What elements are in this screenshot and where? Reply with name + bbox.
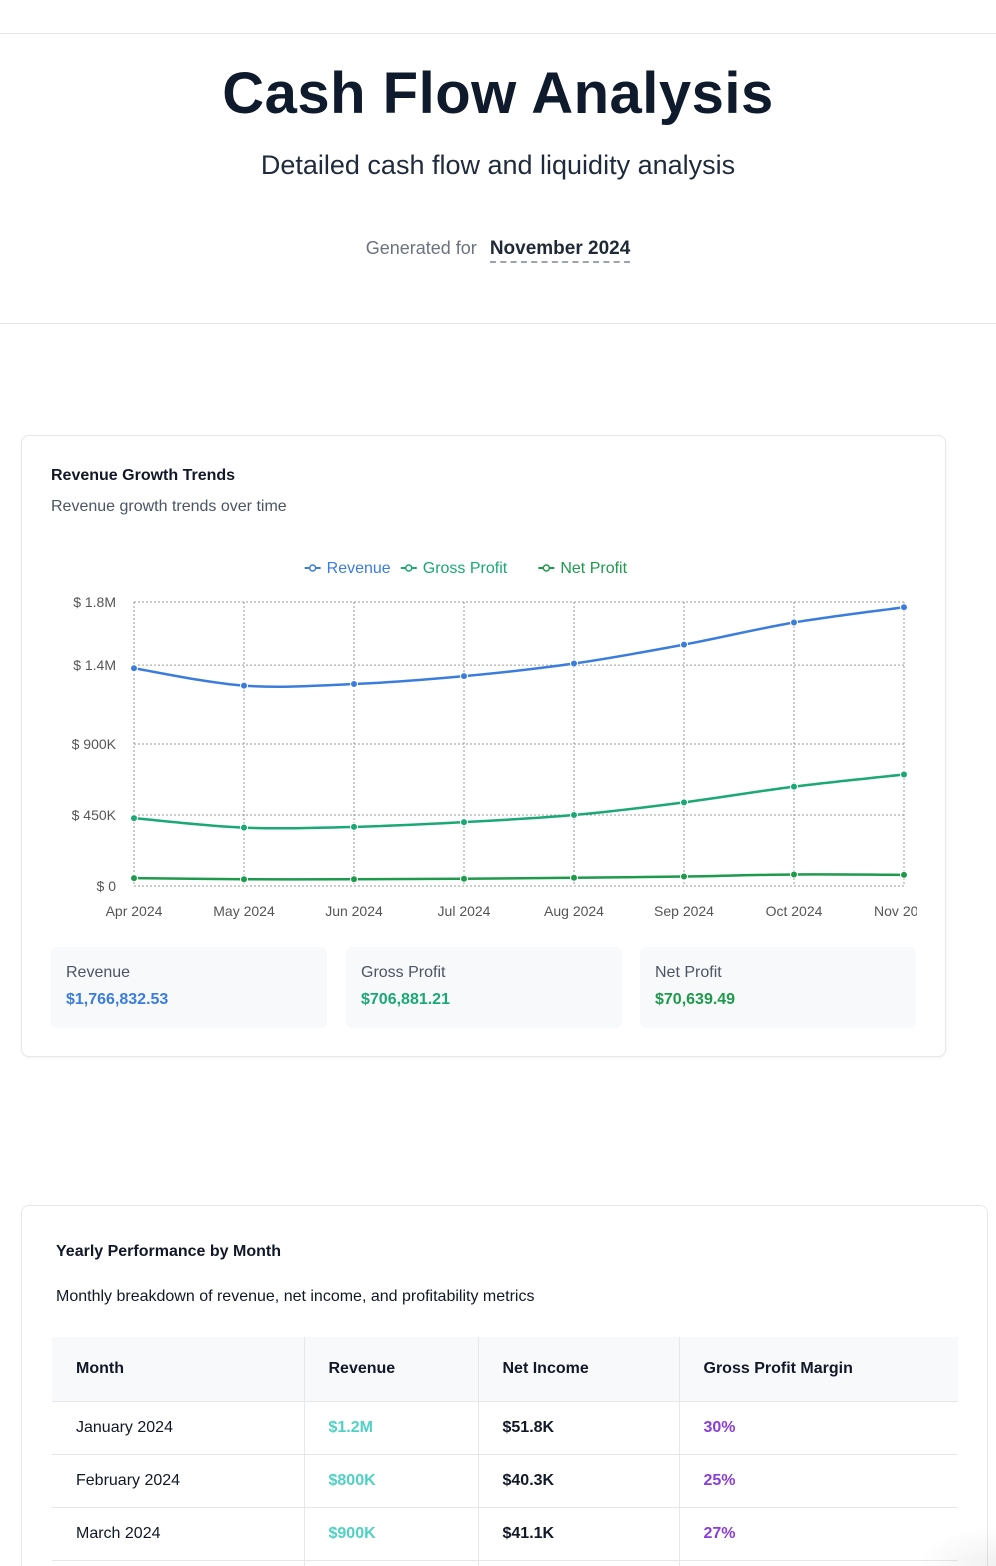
cell-revenue: $900K [304, 1507, 479, 1561]
stat-value: $70,639.49 [655, 991, 736, 1008]
data-point-gross-profit [790, 782, 798, 791]
data-point-revenue [130, 664, 138, 673]
x-tick-label: Nov 2024 [874, 903, 934, 919]
legend-label-revenue: Revenue [327, 560, 391, 577]
yearly-performance-card: Yearly Performance by Month Monthly brea… [21, 1205, 988, 1566]
cell-month: March 2024 [52, 1507, 305, 1561]
table-row: March 2024 $900K $41.1K 27% [52, 1507, 958, 1561]
data-point-net-profit [350, 875, 358, 884]
data-point-gross-profit [680, 798, 688, 807]
data-point-net-profit [900, 870, 908, 879]
legend-marker-gross-profit [405, 564, 413, 572]
table-header-row: Month Revenue Net Income Gross Profit Ma… [52, 1337, 958, 1402]
data-point-revenue [460, 672, 468, 681]
data-point-gross-profit [900, 770, 908, 779]
data-point-net-profit [130, 874, 138, 883]
y-tick-label: $ 1.8M [73, 594, 116, 610]
generated-month-picker[interactable]: November 2024 [489, 238, 631, 263]
cell-revenue: $1.2M [304, 1401, 479, 1455]
table-row: February 2024 $800K $40.3K 25% [52, 1454, 958, 1508]
y-tick-label: $ 1.4M [73, 657, 116, 673]
performance-table: Month Revenue Net Income Gross Profit Ma… [52, 1337, 958, 1566]
data-point-revenue [350, 680, 358, 689]
data-point-net-profit [680, 872, 688, 881]
legend-label-net-profit: Net Profit [560, 560, 627, 577]
data-point-net-profit [240, 875, 248, 884]
stat-label: Revenue [66, 964, 131, 981]
generated-for: Generated for November 2024 [0, 238, 996, 263]
cell-month: January 2024 [52, 1401, 305, 1455]
stat-gross-profit: Gross Profit $706,881.21 [346, 947, 622, 1028]
page-title: Cash Flow Analysis [222, 61, 774, 126]
cell-net-income: $40.3K [478, 1454, 680, 1508]
card-title: Yearly Performance by Month [56, 1243, 281, 1260]
data-point-gross-profit [570, 811, 578, 819]
y-tick-label: $ 900K [72, 736, 117, 752]
y-tick-label: $ 450K [72, 807, 117, 823]
data-point-gross-profit [240, 823, 248, 832]
x-tick-label: May 2024 [213, 903, 275, 919]
cell-month [52, 1560, 305, 1566]
series-line-gross-profit [133, 773, 905, 830]
x-tick-label: Apr 2024 [106, 903, 163, 919]
x-tick-label: Jul 2024 [438, 903, 491, 919]
table-row: January 2024 $1.2M $51.8K 30% [52, 1401, 958, 1455]
data-point-net-profit [460, 874, 468, 883]
column-header-month[interactable]: Month [52, 1337, 305, 1402]
data-point-revenue [680, 640, 688, 649]
data-point-gross-profit [130, 814, 138, 823]
y-tick-label: $ 0 [97, 878, 117, 894]
legend-marker-net-profit [542, 564, 551, 572]
stat-label: Net Profit [655, 964, 722, 981]
stat-net-profit: Net Profit $70,639.49 [640, 947, 916, 1028]
legend-marker-revenue [308, 564, 317, 572]
cell-gross-profit-margin [679, 1560, 958, 1566]
stat-value: $1,766,832.53 [66, 991, 169, 1008]
column-header-revenue[interactable]: Revenue [304, 1337, 479, 1402]
cell-net-income [478, 1560, 680, 1566]
cell-gross-profit-margin: 27% [679, 1507, 958, 1561]
revenue-growth-card: Revenue Growth Trends Revenue growth tre… [21, 435, 946, 1057]
card-description: Revenue growth trends over time [51, 498, 287, 515]
data-point-gross-profit [460, 818, 468, 827]
report-header: Cash Flow Analysis Detailed cash flow an… [0, 34, 996, 324]
page-subtitle: Detailed cash flow and liquidity analysi… [260, 150, 736, 180]
x-tick-label: Aug 2024 [544, 903, 604, 919]
cell-gross-profit-margin: 25% [679, 1454, 958, 1508]
cell-net-income: $41.1K [478, 1507, 680, 1561]
series-line-net-profit [133, 873, 905, 881]
cell-net-income: $51.8K [478, 1401, 680, 1455]
column-header-net-income[interactable]: Net Income [478, 1337, 680, 1402]
data-point-revenue [570, 659, 578, 668]
data-point-gross-profit [350, 822, 358, 831]
cell-month: February 2024 [52, 1454, 305, 1508]
legend-label-gross-profit: Gross Profit [423, 560, 508, 577]
x-tick-label: Oct 2024 [766, 903, 823, 919]
generated-label: Generated for [365, 238, 477, 258]
revenue-line-chart: $ 0 $ 450K $ 900K $ 1.4M $ 1.8M Apr 2024 May 2… [72, 560, 934, 919]
stat-revenue: Revenue $1,766,832.53 [51, 947, 327, 1028]
table-row [52, 1560, 958, 1566]
card-title: Revenue Growth Trends [51, 467, 236, 484]
data-point-net-profit [570, 873, 578, 882]
cell-gross-profit-margin: 30% [679, 1401, 958, 1455]
cell-revenue: $800K [304, 1454, 479, 1508]
top-strip [0, 0, 996, 34]
cell-revenue [304, 1560, 479, 1566]
x-tick-label: Jun 2024 [325, 903, 383, 919]
data-point-revenue [240, 681, 248, 690]
data-point-net-profit [790, 870, 798, 879]
x-tick-label: Sep 2024 [654, 903, 714, 919]
data-point-revenue [790, 618, 798, 627]
column-header-gross-profit-margin[interactable]: Gross Profit Margin [679, 1337, 958, 1402]
data-point-revenue [900, 603, 908, 612]
stat-value: $706,881.21 [361, 991, 450, 1008]
corner-shadow [916, 1526, 996, 1566]
stat-label: Gross Profit [361, 964, 446, 981]
series-line-revenue [133, 605, 905, 688]
card-description: Monthly breakdown of revenue, net income… [56, 1288, 535, 1305]
